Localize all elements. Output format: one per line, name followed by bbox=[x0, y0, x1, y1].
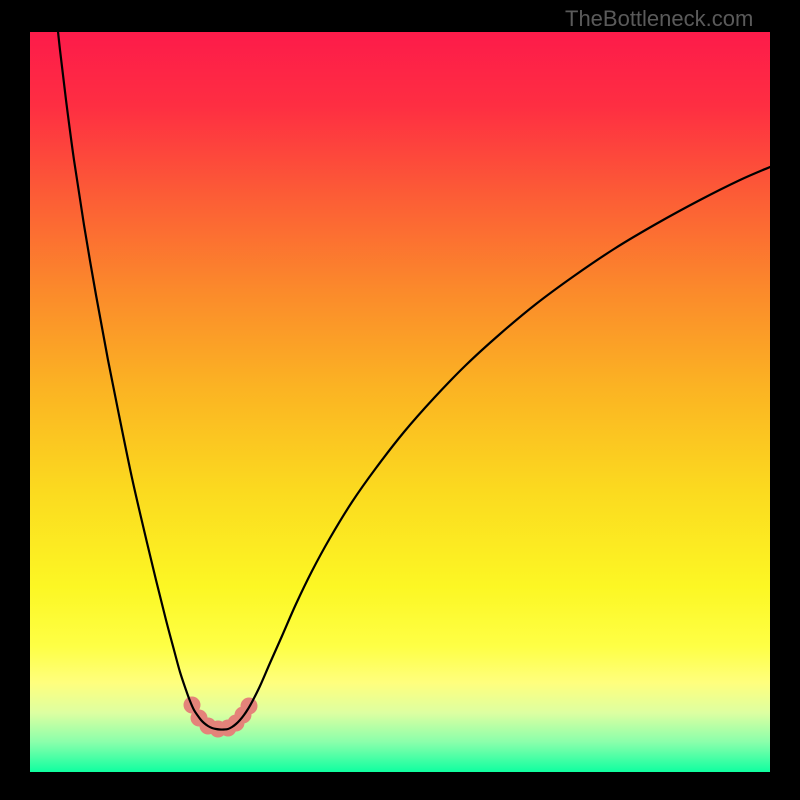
main-curve bbox=[54, 32, 770, 730]
curve-layer bbox=[30, 32, 770, 772]
watermark-text: TheBottleneck.com bbox=[565, 6, 753, 32]
plot-area bbox=[30, 32, 770, 772]
marker-cluster bbox=[184, 697, 258, 738]
